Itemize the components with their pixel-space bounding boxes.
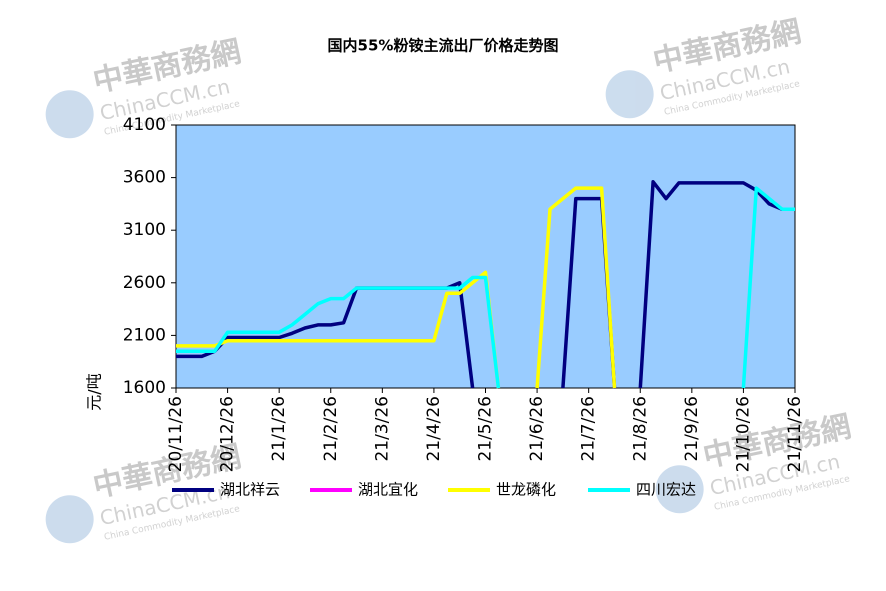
- x-tick-label: 20/12/26: [218, 396, 238, 472]
- watermark-globe: [655, 465, 704, 514]
- plot-area: [175, 124, 796, 389]
- x-tick-label: 21/10/26: [733, 396, 753, 472]
- series-line: [176, 186, 795, 389]
- x-tick-label: 21/1/26: [269, 396, 289, 462]
- y-axis-label: 元/吨: [85, 373, 104, 410]
- x-tick-label: 21/11/26: [785, 396, 805, 472]
- legend-label: 四川宏达: [636, 481, 696, 499]
- x-tick-label: 21/4/26: [424, 396, 444, 462]
- y-tick-label: 3600: [123, 168, 166, 188]
- x-tick-label: 21/6/26: [527, 396, 547, 462]
- chart-title: 国内55%粉铵主流出厂价格走势图: [328, 37, 559, 55]
- y-tick-label: 2100: [123, 325, 166, 345]
- y-tick-label: 4100: [123, 115, 166, 135]
- x-tick-label: 21/7/26: [579, 396, 599, 462]
- legend-label: 湖北宜化: [358, 481, 418, 499]
- watermark-globe: [45, 495, 94, 544]
- x-tick-label: 21/8/26: [630, 396, 650, 462]
- x-tick-label: 21/2/26: [321, 396, 341, 462]
- x-tick-label: 21/9/26: [682, 396, 702, 462]
- watermark-globe: [605, 70, 654, 119]
- x-tick-label: 20/11/26: [166, 396, 186, 472]
- watermark-globe: [45, 90, 94, 139]
- legend-label: 湖北祥云: [220, 481, 280, 499]
- x-tick-label: 21/5/26: [476, 396, 496, 462]
- y-tick-label: 3100: [123, 220, 166, 240]
- y-tick-label: 2600: [123, 273, 166, 293]
- y-tick-label: 1600: [123, 378, 166, 398]
- legend-label: 世龙磷化: [496, 481, 556, 499]
- series-line: [176, 186, 617, 389]
- x-tick-label: 21/3/26: [372, 396, 392, 462]
